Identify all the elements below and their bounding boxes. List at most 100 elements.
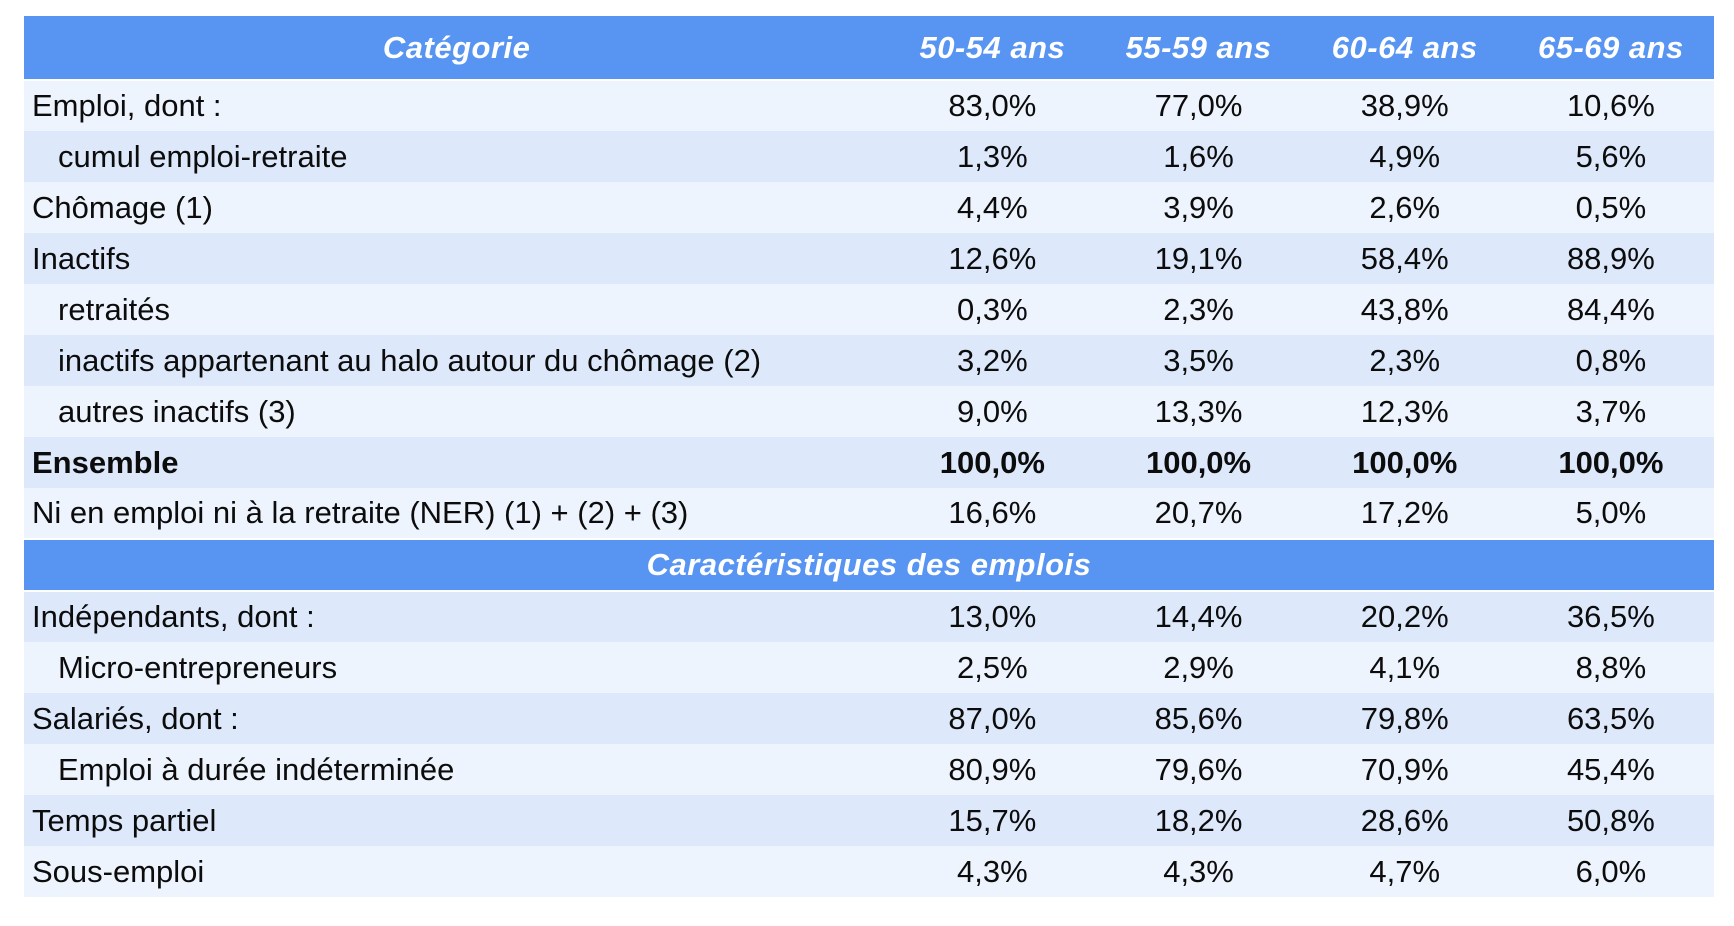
row-label: Micro-entrepreneurs	[24, 642, 890, 693]
cell-value: 88,9%	[1507, 233, 1714, 284]
cell-value: 10,6%	[1507, 80, 1714, 131]
table-row-halo-chomage: inactifs appartenant au halo autour du c…	[24, 335, 1714, 386]
cell-value: 18,2%	[1095, 795, 1302, 846]
table-row-ensemble: Ensemble 100,0% 100,0% 100,0% 100,0%	[24, 437, 1714, 488]
cell-value: 58,4%	[1301, 233, 1508, 284]
cell-value: 14,4%	[1095, 591, 1302, 642]
row-label: Emploi, dont :	[24, 80, 890, 131]
cell-value: 3,5%	[1095, 335, 1302, 386]
cell-value: 28,6%	[1301, 795, 1508, 846]
col-header-65-69-ans: 65-69 ans	[1507, 16, 1714, 81]
cell-value: 4,4%	[889, 182, 1096, 233]
table-row-temps-partiel: Temps partiel 15,7% 18,2% 28,6% 50,8%	[24, 795, 1714, 846]
cell-value: 43,8%	[1301, 284, 1508, 335]
cell-value: 100,0%	[1301, 437, 1508, 488]
cell-value: 0,5%	[1507, 182, 1714, 233]
cell-value: 13,0%	[889, 591, 1096, 642]
cell-value: 20,7%	[1095, 488, 1302, 539]
col-header-60-64-ans: 60-64 ans	[1301, 16, 1508, 81]
cell-value: 2,3%	[1301, 335, 1508, 386]
table-row-chomage: Chômage (1) 4,4% 3,9% 2,6% 0,5%	[24, 182, 1714, 233]
cell-value: 83,0%	[889, 80, 1096, 131]
table-row-cumul-emploi-retraite: cumul emploi-retraite 1,3% 1,6% 4,9% 5,6…	[24, 131, 1714, 182]
cell-value: 2,5%	[889, 642, 1096, 693]
cell-value: 100,0%	[1507, 437, 1714, 488]
cell-value: 15,7%	[889, 795, 1096, 846]
table-row-sous-emploi: Sous-emploi 4,3% 4,3% 4,7% 6,0%	[24, 846, 1714, 897]
table-row-inactifs: Inactifs 12,6% 19,1% 58,4% 88,9%	[24, 233, 1714, 284]
row-label: Salariés, dont :	[24, 693, 890, 744]
cell-value: 80,9%	[889, 744, 1096, 795]
cell-value: 1,3%	[889, 131, 1096, 182]
cell-value: 70,9%	[1301, 744, 1508, 795]
col-header-55-59-ans: 55-59 ans	[1095, 16, 1302, 81]
cell-value: 79,6%	[1095, 744, 1302, 795]
cell-value: 16,6%	[889, 488, 1096, 539]
cell-value: 50,8%	[1507, 795, 1714, 846]
cell-value: 2,9%	[1095, 642, 1302, 693]
cell-value: 36,5%	[1507, 591, 1714, 642]
cell-value: 0,3%	[889, 284, 1096, 335]
row-label: Inactifs	[24, 233, 890, 284]
row-label: Temps partiel	[24, 795, 890, 846]
cell-value: 3,7%	[1507, 386, 1714, 437]
cell-value: 17,2%	[1301, 488, 1508, 539]
cell-value: 84,4%	[1507, 284, 1714, 335]
cell-value: 19,1%	[1095, 233, 1302, 284]
row-label: Emploi à durée indéterminée	[24, 744, 890, 795]
cell-value: 5,0%	[1507, 488, 1714, 539]
table-row-salaries: Salariés, dont : 87,0% 85,6% 79,8% 63,5%	[24, 693, 1714, 744]
row-label: retraités	[24, 284, 890, 335]
section-header-row: Caractéristiques des emplois	[24, 538, 1714, 592]
cell-value: 85,6%	[1095, 693, 1302, 744]
table-row-independants: Indépendants, dont : 13,0% 14,4% 20,2% 3…	[24, 591, 1714, 642]
cell-value: 2,6%	[1301, 182, 1508, 233]
cell-value: 12,3%	[1301, 386, 1508, 437]
cell-value: 4,3%	[1095, 846, 1302, 897]
cell-value: 4,1%	[1301, 642, 1508, 693]
cell-value: 3,9%	[1095, 182, 1302, 233]
statistics-table-container: Catégorie 50-54 ans 55-59 ans 60-64 ans …	[24, 16, 1714, 897]
cell-value: 4,9%	[1301, 131, 1508, 182]
table-row-emploi: Emploi, dont : 83,0% 77,0% 38,9% 10,6%	[24, 80, 1714, 131]
cell-value: 0,8%	[1507, 335, 1714, 386]
cell-value: 8,8%	[1507, 642, 1714, 693]
employment-by-age-table: Catégorie 50-54 ans 55-59 ans 60-64 ans …	[24, 16, 1714, 897]
cell-value: 13,3%	[1095, 386, 1302, 437]
row-label: cumul emploi-retraite	[24, 131, 890, 182]
cell-value: 12,6%	[889, 233, 1096, 284]
row-label: Sous-emploi	[24, 846, 890, 897]
table-row-micro-entrepreneurs: Micro-entrepreneurs 2,5% 2,9% 4,1% 8,8%	[24, 642, 1714, 693]
cell-value: 5,6%	[1507, 131, 1714, 182]
cell-value: 100,0%	[889, 437, 1096, 488]
cell-value: 4,3%	[889, 846, 1096, 897]
cell-value: 3,2%	[889, 335, 1096, 386]
cell-value: 4,7%	[1301, 846, 1508, 897]
cell-value: 45,4%	[1507, 744, 1714, 795]
table-row-autres-inactifs: autres inactifs (3) 9,0% 13,3% 12,3% 3,7…	[24, 386, 1714, 437]
section-header-caracteristiques: Caractéristiques des emplois	[24, 538, 1714, 592]
cell-value: 87,0%	[889, 693, 1096, 744]
cell-value: 38,9%	[1301, 80, 1508, 131]
col-header-50-54-ans: 50-54 ans	[889, 16, 1096, 81]
cell-value: 63,5%	[1507, 693, 1714, 744]
row-label: Chômage (1)	[24, 182, 890, 233]
table-row-ner: Ni en emploi ni à la retraite (NER) (1) …	[24, 488, 1714, 539]
row-label: Ni en emploi ni à la retraite (NER) (1) …	[24, 488, 890, 539]
cell-value: 100,0%	[1095, 437, 1302, 488]
cell-value: 9,0%	[889, 386, 1096, 437]
header-row: Catégorie 50-54 ans 55-59 ans 60-64 ans …	[24, 16, 1714, 81]
table-row-retraites: retraités 0,3% 2,3% 43,8% 84,4%	[24, 284, 1714, 335]
cell-value: 6,0%	[1507, 846, 1714, 897]
col-header-categorie: Catégorie	[24, 16, 890, 81]
cell-value: 1,6%	[1095, 131, 1302, 182]
row-label: autres inactifs (3)	[24, 386, 890, 437]
cell-value: 20,2%	[1301, 591, 1508, 642]
cell-value: 77,0%	[1095, 80, 1302, 131]
row-label: Ensemble	[24, 437, 890, 488]
table-row-emploi-duree-indeterminee: Emploi à durée indéterminée 80,9% 79,6% …	[24, 744, 1714, 795]
row-label: inactifs appartenant au halo autour du c…	[24, 335, 890, 386]
cell-value: 2,3%	[1095, 284, 1302, 335]
row-label: Indépendants, dont :	[24, 591, 890, 642]
cell-value: 79,8%	[1301, 693, 1508, 744]
